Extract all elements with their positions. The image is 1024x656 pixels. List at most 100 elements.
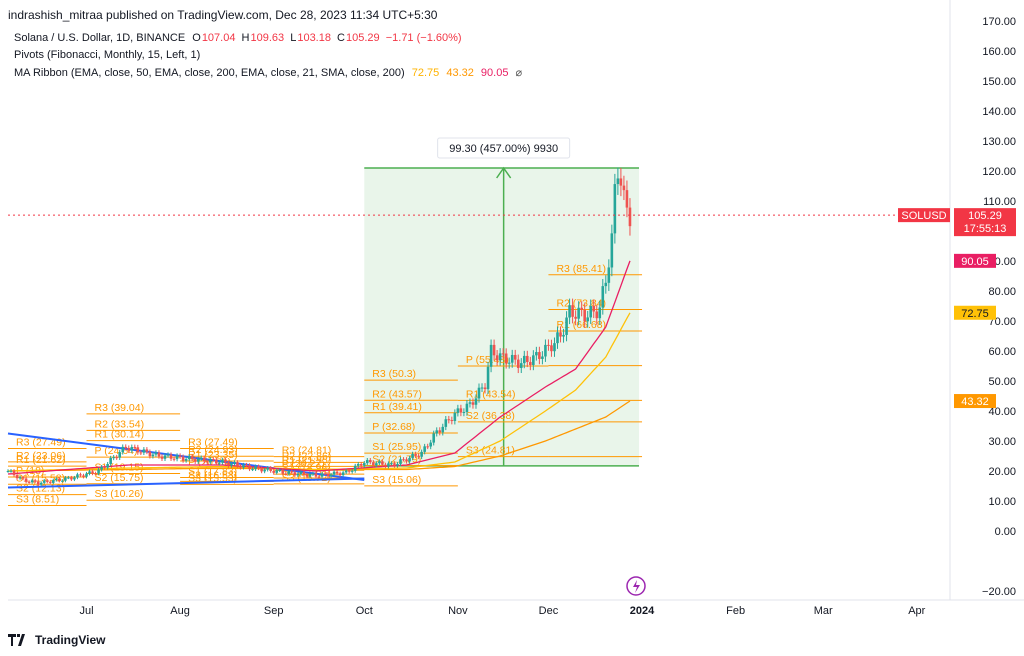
candle-body bbox=[598, 307, 602, 319]
tradingview-footer[interactable]: TradingView bbox=[8, 633, 105, 647]
pivot-level-label: R3 (85.41) bbox=[556, 263, 606, 275]
candle-body bbox=[148, 451, 152, 457]
candle-body bbox=[193, 459, 197, 462]
candle-body bbox=[329, 474, 333, 477]
y-tick-label: 140.00 bbox=[982, 106, 1016, 118]
ohlc-open: 107.04 bbox=[201, 32, 236, 44]
candle-body bbox=[387, 463, 390, 467]
symbol-title[interactable]: Solana / U.S. Dollar, 1D, BINANCE bbox=[14, 32, 186, 44]
y-tick-label: 50.00 bbox=[988, 376, 1016, 388]
pivot-level-label: S1 (25.95) bbox=[372, 441, 421, 453]
candle-body bbox=[118, 452, 122, 458]
candle-body bbox=[628, 207, 632, 227]
candle-body bbox=[510, 354, 514, 363]
candle-body bbox=[64, 477, 67, 481]
ma-ribbon-label: MA Ribbon (EMA, close, 50, EMA, close, 2… bbox=[14, 67, 405, 79]
candle-body bbox=[233, 462, 236, 464]
candle-body bbox=[411, 453, 414, 459]
candle-body bbox=[459, 408, 463, 413]
candle-body bbox=[326, 473, 330, 477]
x-tick-label: Jul bbox=[79, 605, 93, 617]
candle-body bbox=[320, 473, 324, 477]
candle-body bbox=[293, 472, 297, 476]
candle-body bbox=[535, 352, 538, 356]
candle-body bbox=[396, 463, 399, 466]
candle-body bbox=[21, 477, 25, 479]
candle-body bbox=[130, 447, 134, 451]
candle-body bbox=[266, 467, 269, 470]
candle-body bbox=[526, 355, 529, 362]
tradingview-logo-icon bbox=[8, 634, 30, 646]
candle-body bbox=[308, 474, 312, 477]
pivot-level-label: R2 (33.54) bbox=[95, 418, 145, 430]
pivot-level-label: R1 (30.14) bbox=[95, 429, 145, 441]
candle-body bbox=[522, 355, 526, 364]
candle-body bbox=[586, 317, 589, 322]
pivot-level-label: S2 (21.79) bbox=[372, 454, 421, 466]
candle-body bbox=[465, 403, 469, 412]
candle-body bbox=[347, 470, 351, 472]
pivot-level-label: R3 (50.3) bbox=[372, 368, 416, 380]
candle-body bbox=[501, 353, 505, 355]
candle-body bbox=[199, 457, 203, 459]
candle-body bbox=[202, 457, 206, 462]
candle-body bbox=[616, 178, 620, 185]
candle-body bbox=[269, 467, 272, 471]
pivot-level-label: P (20.27) bbox=[282, 458, 325, 470]
candle-body bbox=[381, 461, 384, 465]
y-tick-label: 80.00 bbox=[988, 286, 1016, 298]
candle-body bbox=[562, 334, 565, 337]
legend-pivots-row[interactable]: Pivots (Fibonacci, Monthly, 15, Left, 1) bbox=[14, 49, 200, 61]
candle-body bbox=[160, 456, 164, 459]
pivot-level-label: R3 (39.04) bbox=[95, 402, 145, 414]
candle-body bbox=[48, 481, 52, 483]
candle-body bbox=[305, 474, 309, 477]
candle-body bbox=[215, 459, 218, 464]
candle-body bbox=[362, 463, 366, 466]
candle-body bbox=[169, 454, 173, 459]
y-tick-label: 10.00 bbox=[988, 496, 1016, 508]
candle-body bbox=[477, 387, 481, 399]
legend-ma-ribbon-row[interactable]: MA Ribbon (EMA, close, 50, EMA, close, 2… bbox=[14, 66, 522, 79]
candle-body bbox=[12, 470, 16, 476]
candle-body bbox=[55, 478, 58, 481]
candle-body bbox=[426, 446, 429, 448]
lightning-bolt-icon bbox=[633, 580, 640, 593]
y-tick-label: −20.00 bbox=[982, 586, 1016, 598]
y-tick-label: 20.00 bbox=[988, 466, 1016, 478]
candle-body bbox=[568, 305, 571, 318]
candle-body bbox=[338, 473, 342, 476]
candle-body bbox=[284, 473, 288, 475]
ohlc-change: −1.71 (−1.60%) bbox=[385, 32, 462, 44]
candle-body bbox=[541, 356, 544, 359]
candle-body bbox=[230, 463, 233, 466]
candle-body bbox=[619, 178, 623, 186]
candle-body bbox=[369, 460, 372, 463]
y-tick-label: 30.00 bbox=[988, 436, 1016, 448]
pivot-level-label: S3 (24.81) bbox=[466, 445, 515, 457]
ma-tag-label: 43.32 bbox=[961, 396, 989, 408]
published-text: indrashish_mitraa published on TradingVi… bbox=[8, 8, 438, 22]
tradingview-brand: TradingView bbox=[35, 633, 106, 647]
candle-body bbox=[61, 480, 64, 482]
candle-body bbox=[474, 398, 478, 405]
ohlc-l-label: L bbox=[290, 32, 297, 44]
candle-body bbox=[175, 455, 179, 460]
candle-body bbox=[70, 477, 73, 480]
candle-body bbox=[444, 419, 448, 427]
candle-body bbox=[73, 477, 76, 480]
candle-body bbox=[58, 478, 61, 481]
lightning-icon bbox=[626, 576, 646, 596]
candle-body bbox=[221, 459, 224, 463]
pivot-level-label: R2 (24.93) bbox=[188, 444, 238, 456]
candle-body bbox=[296, 474, 300, 476]
candle-body bbox=[136, 447, 140, 453]
candle-body bbox=[290, 471, 294, 473]
ema50-line bbox=[7, 312, 631, 472]
candle-body bbox=[42, 480, 46, 483]
candle-body bbox=[239, 465, 242, 468]
y-tick-label: 150.00 bbox=[982, 76, 1016, 88]
legend-symbol-row: Solana / U.S. Dollar, 1D, BINANCE O107.0… bbox=[14, 32, 462, 44]
candle-body bbox=[97, 469, 100, 474]
